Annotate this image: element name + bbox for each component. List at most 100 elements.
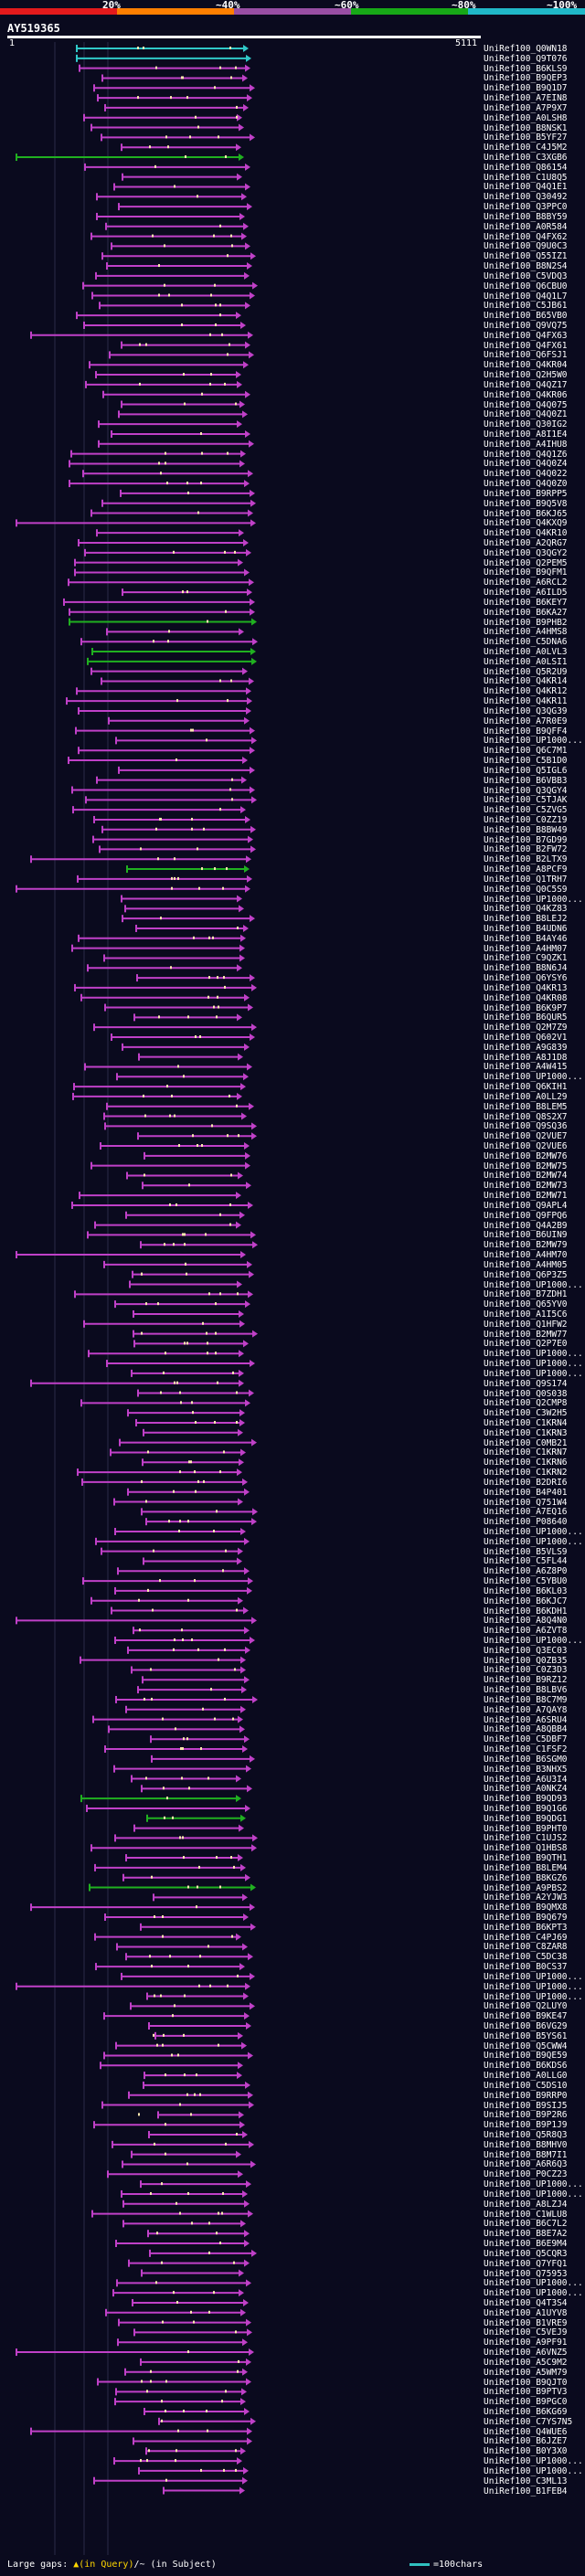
hit-label[interactable]: UniRef100_Q9U0C3 bbox=[484, 241, 568, 252]
hit-row[interactable] bbox=[78, 934, 246, 942]
hit-label[interactable]: UniRef100_B9P1J9 bbox=[484, 2120, 568, 2131]
hit-row[interactable] bbox=[147, 2230, 250, 2238]
hit-label[interactable]: UniRef100_UP1000... bbox=[484, 2456, 583, 2467]
hit-label[interactable]: UniRef100_Q3QGY4 bbox=[484, 785, 568, 796]
hit-label[interactable]: UniRef100_B8E7A2 bbox=[484, 2229, 568, 2240]
hit-row[interactable] bbox=[124, 2368, 248, 2376]
hit-row[interactable] bbox=[106, 262, 252, 270]
hit-row[interactable] bbox=[124, 905, 244, 913]
hit-label[interactable]: UniRef100_B6VG29 bbox=[484, 2021, 568, 2031]
hit-row[interactable] bbox=[114, 2398, 246, 2406]
hit-label[interactable]: UniRef100_B8LEM5 bbox=[484, 1101, 568, 1112]
hit-label[interactable]: UniRef100_B6K9P7 bbox=[484, 1002, 568, 1013]
hit-row[interactable] bbox=[69, 480, 250, 488]
hit-row[interactable] bbox=[89, 1883, 256, 1892]
hit-label[interactable]: UniRef100_B2FW72 bbox=[484, 844, 568, 855]
hit-row[interactable] bbox=[80, 1399, 250, 1407]
hit-row[interactable] bbox=[163, 2486, 245, 2495]
hit-label[interactable]: UniRef100_B8M7I1 bbox=[484, 2149, 568, 2160]
hit-row[interactable] bbox=[129, 1280, 242, 1288]
hit-row[interactable] bbox=[90, 1844, 257, 1852]
hit-label[interactable]: UniRef100_B5YF27 bbox=[484, 133, 568, 143]
hit-row[interactable] bbox=[97, 2378, 251, 2386]
hit-label[interactable]: UniRef100_B9RZ12 bbox=[484, 1675, 568, 1686]
hit-label[interactable]: UniRef100_C9QZK1 bbox=[484, 953, 568, 964]
hit-label[interactable]: UniRef100_B9QD93 bbox=[484, 1794, 568, 1805]
hit-label[interactable]: UniRef100_A2YJW3 bbox=[484, 1892, 568, 1903]
hit-label[interactable]: UniRef100_B6KL03 bbox=[484, 1585, 568, 1596]
hit-label[interactable]: UniRef100_C5ZVG5 bbox=[484, 805, 568, 816]
hit-row[interactable] bbox=[142, 1458, 244, 1467]
hit-label[interactable]: UniRef100_Q6FSJ1 bbox=[484, 350, 568, 361]
hit-row[interactable] bbox=[109, 351, 254, 359]
hit-row[interactable] bbox=[77, 875, 252, 883]
hit-label[interactable]: UniRef100_A7QAY8 bbox=[484, 1704, 568, 1715]
hit-row[interactable] bbox=[84, 1063, 252, 1071]
hit-row[interactable] bbox=[141, 2269, 244, 2277]
hit-label[interactable]: UniRef100_UP1000... bbox=[484, 894, 583, 905]
hit-label[interactable]: UniRef100_Q4Q1L7 bbox=[484, 291, 568, 302]
hit-label[interactable]: UniRef100_Q30IG2 bbox=[484, 419, 568, 430]
hit-row[interactable] bbox=[103, 1260, 252, 1268]
hit-row[interactable] bbox=[135, 924, 249, 932]
hit-row[interactable] bbox=[84, 163, 250, 171]
hit-row[interactable] bbox=[115, 737, 257, 745]
hit-label[interactable]: UniRef100_Q4KR10 bbox=[484, 528, 568, 539]
hit-label[interactable]: UniRef100_B6KDS6 bbox=[484, 2061, 568, 2072]
hit-row[interactable] bbox=[126, 865, 250, 874]
hit-row[interactable] bbox=[104, 1122, 257, 1130]
hit-row[interactable] bbox=[30, 855, 251, 864]
hit-label[interactable]: UniRef100_B9Q679 bbox=[484, 1912, 568, 1923]
hit-label[interactable]: UniRef100_A6Z8P0 bbox=[484, 1566, 568, 1577]
hit-label[interactable]: UniRef100_B1FEB4 bbox=[484, 2486, 568, 2496]
hit-row[interactable] bbox=[114, 1637, 255, 1645]
hit-row[interactable] bbox=[144, 2072, 242, 2080]
hit-row[interactable] bbox=[111, 429, 250, 438]
hit-row[interactable] bbox=[106, 1102, 254, 1110]
hit-row[interactable] bbox=[126, 1171, 243, 1180]
hit-label[interactable]: UniRef100_Q3QG39 bbox=[484, 705, 568, 716]
hit-row[interactable] bbox=[121, 1972, 255, 1980]
hit-label[interactable]: UniRef100_B9QTH1 bbox=[484, 1853, 568, 1864]
hit-row[interactable] bbox=[138, 2466, 249, 2475]
hit-row[interactable] bbox=[108, 1725, 245, 1733]
hit-label[interactable]: UniRef100_Q3QGY2 bbox=[484, 547, 568, 558]
hit-label[interactable]: UniRef100_B0Y3X0 bbox=[484, 2446, 568, 2457]
hit-label[interactable]: UniRef100_Q4FX61 bbox=[484, 340, 568, 351]
hit-row[interactable] bbox=[79, 64, 250, 72]
hit-row[interactable] bbox=[106, 1360, 255, 1368]
hit-label[interactable]: UniRef100_A0NKZ4 bbox=[484, 1784, 568, 1795]
hit-label[interactable]: UniRef100_C3W2H5 bbox=[484, 1408, 568, 1419]
hit-label[interactable]: UniRef100_C8ZAR8 bbox=[484, 1942, 568, 1953]
hit-label[interactable]: UniRef100_Q6P3Z5 bbox=[484, 1269, 568, 1280]
hit-row[interactable] bbox=[133, 1309, 244, 1318]
hit-row[interactable] bbox=[88, 1350, 244, 1358]
hit-label[interactable]: UniRef100_Q2LUY0 bbox=[484, 2001, 568, 2012]
hit-label[interactable]: UniRef100_Q4KR13 bbox=[484, 982, 568, 993]
hit-label[interactable]: UniRef100_C1WLU8 bbox=[484, 2209, 568, 2220]
hit-row[interactable] bbox=[99, 845, 256, 853]
hit-label[interactable]: UniRef100_Q86154 bbox=[484, 162, 568, 173]
hit-label[interactable]: UniRef100_Q4Q022 bbox=[484, 469, 568, 480]
hit-row[interactable] bbox=[111, 1034, 255, 1041]
hit-label[interactable]: UniRef100_B7ZDH1 bbox=[484, 1289, 568, 1300]
hit-row[interactable] bbox=[83, 113, 242, 122]
hit-label[interactable]: UniRef100_UP1000... bbox=[484, 1359, 583, 1370]
hit-label[interactable]: UniRef100_A4IHU8 bbox=[484, 439, 568, 450]
hit-row[interactable] bbox=[117, 1567, 250, 1575]
hit-row[interactable] bbox=[93, 1023, 257, 1032]
hit-label[interactable]: UniRef100_B6KG69 bbox=[484, 2406, 568, 2417]
hit-label[interactable]: UniRef100_C4PJ69 bbox=[484, 1932, 568, 1943]
hit-label[interactable]: UniRef100_C5TJAK bbox=[484, 795, 568, 806]
hit-label[interactable]: UniRef100_Q4KR04 bbox=[484, 360, 568, 371]
hit-label[interactable]: UniRef100_A1I5C6 bbox=[484, 1309, 568, 1320]
hit-row[interactable] bbox=[143, 2081, 250, 2089]
hit-label[interactable]: UniRef100_B9PHT0 bbox=[484, 1823, 568, 1834]
hit-label[interactable]: UniRef100_A8PCF9 bbox=[484, 864, 568, 875]
hit-label[interactable]: UniRef100_B9RRP0 bbox=[484, 2090, 568, 2101]
hit-row[interactable] bbox=[76, 45, 249, 52]
hit-label[interactable]: UniRef100_B9KE47 bbox=[484, 2011, 568, 2022]
hit-label[interactable]: UniRef100_Q1HBS8 bbox=[484, 1843, 568, 1854]
hit-label[interactable]: UniRef100_B6KJ65 bbox=[484, 508, 568, 519]
hit-label[interactable]: UniRef100_A6RCL2 bbox=[484, 578, 568, 588]
